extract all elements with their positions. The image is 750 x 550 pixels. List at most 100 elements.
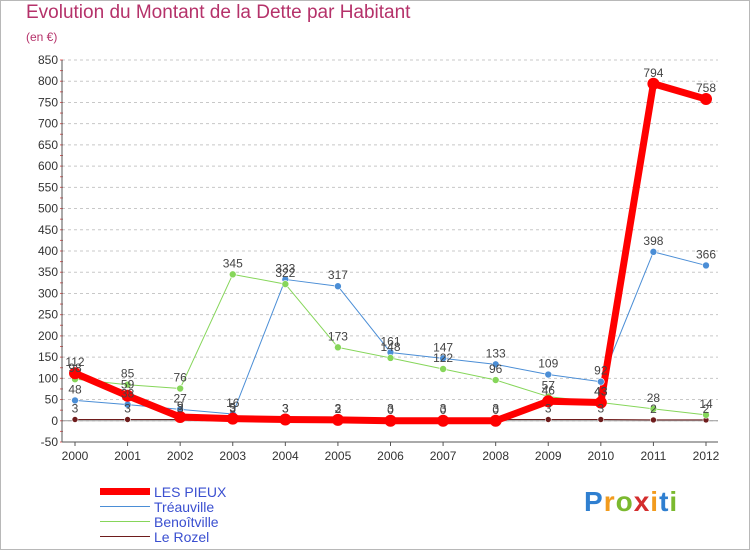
- data-label: 0: [440, 403, 447, 417]
- data-label: 46: [542, 383, 556, 397]
- logo-letter: i: [669, 486, 679, 517]
- data-point: [439, 365, 447, 373]
- data-point: [384, 414, 397, 427]
- x-tick-label: 2004: [272, 449, 299, 463]
- legend-label: Benoîtville: [154, 513, 219, 530]
- data-point: [491, 360, 500, 369]
- data-label: 794: [643, 66, 663, 80]
- data-label: 3: [282, 402, 289, 416]
- x-tick-label: 2006: [377, 449, 404, 463]
- data-point: [650, 416, 657, 424]
- data-point: [226, 412, 239, 425]
- data-label: 0: [492, 403, 499, 417]
- data-point: [123, 380, 132, 389]
- data-label: 112: [65, 355, 84, 369]
- y-tick-label: 0: [51, 414, 58, 428]
- data-point: [702, 411, 710, 419]
- data-label: 758: [696, 81, 716, 95]
- legend-item: LES PIEUX: [100, 484, 226, 500]
- data-point: [71, 396, 79, 405]
- data-label: 133: [486, 346, 506, 360]
- data-point: [124, 416, 131, 423]
- y-tick-label: 750: [38, 95, 58, 109]
- legend-swatch: [100, 488, 150, 495]
- y-tick-label: 550: [38, 180, 58, 194]
- data-label: 27: [173, 391, 187, 405]
- data-label: 173: [328, 329, 348, 343]
- data-label: 3: [177, 402, 184, 416]
- legend-item: Benoîtville: [100, 513, 226, 530]
- data-label: 366: [696, 247, 716, 261]
- data-point: [544, 416, 552, 423]
- data-label: 2: [650, 402, 657, 416]
- x-tick-label: 2010: [587, 449, 614, 463]
- x-tick-label: 2009: [535, 449, 562, 463]
- legend-item: Tréauville: [100, 499, 226, 515]
- y-tick-label: 50: [45, 393, 59, 407]
- data-label: 28: [647, 391, 661, 405]
- x-tick-label: 2003: [219, 449, 246, 463]
- data-label: 43: [594, 385, 608, 399]
- logo-letter: r: [603, 486, 616, 517]
- data-label: 57: [542, 379, 556, 393]
- logo-letter: t: [659, 486, 670, 517]
- legend-swatch: [100, 536, 150, 537]
- data-label: 59: [121, 378, 135, 392]
- data-label: 317: [328, 268, 348, 282]
- data-label: 109: [538, 357, 558, 371]
- legend-swatch: [100, 521, 150, 522]
- y-tick-label: 300: [38, 286, 58, 300]
- data-point: [597, 377, 605, 386]
- data-point: [281, 280, 290, 288]
- x-tick-label: 2005: [325, 449, 352, 463]
- y-tick-label: 850: [38, 53, 58, 67]
- y-tick-label: 250: [38, 308, 58, 322]
- data-label: 3: [72, 402, 79, 416]
- legend-label: Le Rozel: [154, 528, 210, 545]
- data-point: [386, 354, 395, 362]
- x-tick-label: 2007: [430, 449, 457, 463]
- data-point: [700, 93, 712, 106]
- data-label: 0: [387, 403, 394, 417]
- y-tick-label: -50: [41, 435, 59, 449]
- legend: LES PIEUX Tréauville Benoîtville Le Rozel: [100, 484, 226, 545]
- data-point: [649, 248, 658, 256]
- y-tick-label: 150: [38, 350, 58, 364]
- y-tick-label: 650: [38, 138, 58, 152]
- data-label: 3: [545, 402, 552, 416]
- data-point: [334, 343, 342, 352]
- logo-letter: o: [615, 486, 634, 517]
- logo-letter: x: [633, 486, 651, 517]
- chart-title: Evolution du Montant de la Dette par Hab…: [26, 2, 411, 23]
- x-tick-label: 2000: [62, 449, 89, 463]
- data-label: 3: [124, 402, 131, 416]
- data-point: [121, 389, 134, 402]
- data-label: 9: [177, 399, 184, 413]
- data-point: [69, 367, 81, 380]
- data-point: [437, 414, 450, 427]
- data-label: 98: [68, 361, 82, 375]
- data-point: [279, 413, 292, 426]
- y-tick-label: 450: [38, 223, 58, 237]
- data-label: 398: [643, 234, 663, 248]
- y-tick-label: 700: [38, 117, 58, 131]
- data-point: [489, 414, 502, 427]
- data-label: 3: [229, 402, 236, 416]
- data-label: 96: [489, 362, 503, 376]
- data-label: 3: [440, 402, 447, 416]
- unit-label: (en €): [26, 30, 58, 44]
- data-point: [439, 354, 447, 363]
- data-label: 76: [173, 371, 187, 385]
- data-point: [702, 261, 710, 270]
- data-point: [647, 77, 660, 90]
- data-label: 16: [226, 396, 240, 410]
- data-label: 92: [594, 364, 608, 378]
- data-label: 38: [121, 387, 135, 401]
- data-point: [228, 270, 237, 279]
- x-tick-label: 2008: [482, 449, 509, 463]
- data-point: [542, 395, 555, 408]
- data-label: 85: [121, 367, 135, 381]
- data-label: 2: [703, 402, 710, 416]
- data-point: [176, 384, 184, 393]
